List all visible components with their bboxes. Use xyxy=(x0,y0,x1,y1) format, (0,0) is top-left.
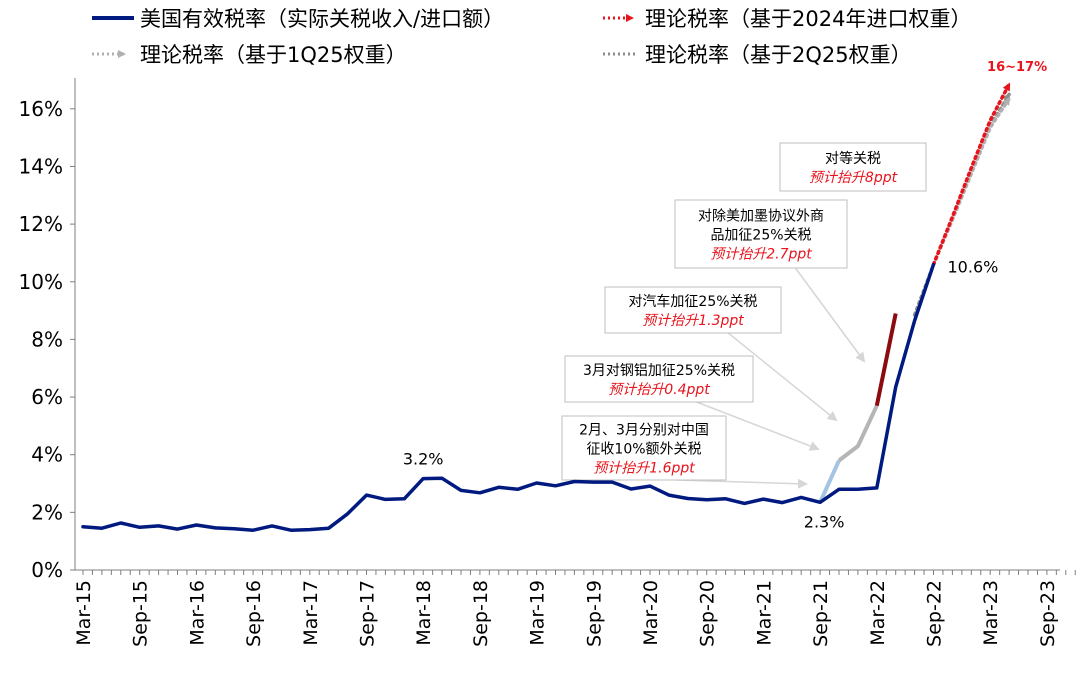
x-tick-label: Sep-19 xyxy=(583,580,605,647)
data-labels: 3.2% 2.3% 10.6% 16~17% xyxy=(403,60,1047,532)
callout-title-line: 对等关税 xyxy=(825,150,881,167)
x-tick-label: Mar-16 xyxy=(186,580,208,646)
y-tick-label: 4% xyxy=(31,443,63,467)
legend-label-theory-1q25: 理论税率（基于1Q25权重） xyxy=(140,43,407,67)
x-tick-label: Sep-23 xyxy=(1037,580,1059,647)
legend-label-theory-2q25: 理论税率（基于2Q25权重） xyxy=(645,43,912,67)
callout-box xyxy=(674,199,848,269)
callout-title-line: 对汽车加征25%关税 xyxy=(628,293,757,310)
legend-label-theory-2024: 理论税率（基于2024年进口权重） xyxy=(645,7,971,31)
callouts: 2月、3月分别对中国征收10%额外关税预计抬升1.6ppt3月对钢铝加征25%关… xyxy=(561,142,927,489)
callout-note: 预计抬升0.4ppt xyxy=(608,382,710,398)
callout-box xyxy=(561,415,727,481)
x-tick-label: Mar-20 xyxy=(640,580,662,646)
callout-box xyxy=(564,355,754,403)
y-tick-label: 16% xyxy=(19,97,63,121)
theory-segment-1 xyxy=(837,404,879,463)
callout-pointer xyxy=(696,401,820,451)
axes: 0% 2% 4% 6% 8% 10% 12% 14% 16% Mar-15 Sep-15 Mar-16… xyxy=(19,78,1076,647)
x-tick-label: Mar-17 xyxy=(300,580,322,646)
callout-title-line: 3月对钢铝加征25%关税 xyxy=(583,363,735,379)
callout-pointer xyxy=(676,478,808,489)
x-tick-label: Mar-18 xyxy=(413,580,435,646)
callout-pointer xyxy=(794,267,866,363)
data-label: 2.3% xyxy=(804,512,845,531)
y-tick-label: 12% xyxy=(19,212,63,236)
x-tick-label: Sep-15 xyxy=(130,580,152,647)
x-tick-label: Mar-19 xyxy=(527,580,549,646)
callout-pointer xyxy=(727,332,838,422)
data-label: 16~17% xyxy=(987,60,1047,75)
x-tick-label: Mar-22 xyxy=(867,580,889,646)
y-tick-label: 10% xyxy=(19,270,63,294)
data-label: 3.2% xyxy=(403,449,444,468)
series-layer xyxy=(81,82,1011,532)
callout-title-line: 征收10%额外关税 xyxy=(586,442,701,458)
y-tick-label: 6% xyxy=(31,385,63,409)
legend: 美国有效税率（实际关税收入/进口额） 理论税率（基于2024年进口权重） 理论税… xyxy=(92,7,971,67)
theory-segment-0 xyxy=(818,459,841,504)
callout-note: 预计抬升2.7ppt xyxy=(710,247,812,263)
callout-note: 预计抬升1.6ppt xyxy=(593,461,695,477)
x-tick-label: Sep-22 xyxy=(924,580,946,647)
x-tick-label: Mar-15 xyxy=(73,580,95,646)
theory-segment-2 xyxy=(874,313,898,407)
y-tick-label: 14% xyxy=(19,154,63,178)
y-tick-label: 8% xyxy=(31,327,63,351)
series-line-effective-rate xyxy=(81,262,936,532)
x-tick-label: Sep-18 xyxy=(470,580,492,647)
callout-title-line: 2月、3月分别对中国 xyxy=(579,423,709,439)
callout-box xyxy=(604,286,782,334)
x-tick-label: Sep-21 xyxy=(810,580,832,647)
series-line-theory-2 xyxy=(931,96,1011,267)
x-tick-label: Sep-20 xyxy=(697,580,719,647)
callout-note: 预计抬升8ppt xyxy=(809,170,898,186)
callout-title-line: 对除美加墨协议外商 xyxy=(698,209,824,225)
callout-box xyxy=(779,142,927,192)
y-tick-label: 0% xyxy=(31,558,63,582)
x-tick-label: Mar-23 xyxy=(980,580,1002,646)
legend-label-effective-rate: 美国有效税率（实际关税收入/进口额） xyxy=(140,7,504,31)
x-tick-label: Sep-17 xyxy=(357,580,379,647)
callout-note: 预计抬升1.3ppt xyxy=(642,313,744,329)
x-tick-label: Mar-21 xyxy=(753,580,775,646)
y-tick-label: 2% xyxy=(31,500,63,524)
x-tick-label: Sep-16 xyxy=(243,580,265,647)
data-label: 10.6% xyxy=(948,257,999,276)
series-line-theory-1 xyxy=(931,82,1011,267)
callout-title-line: 品加征25%关税 xyxy=(710,228,811,244)
